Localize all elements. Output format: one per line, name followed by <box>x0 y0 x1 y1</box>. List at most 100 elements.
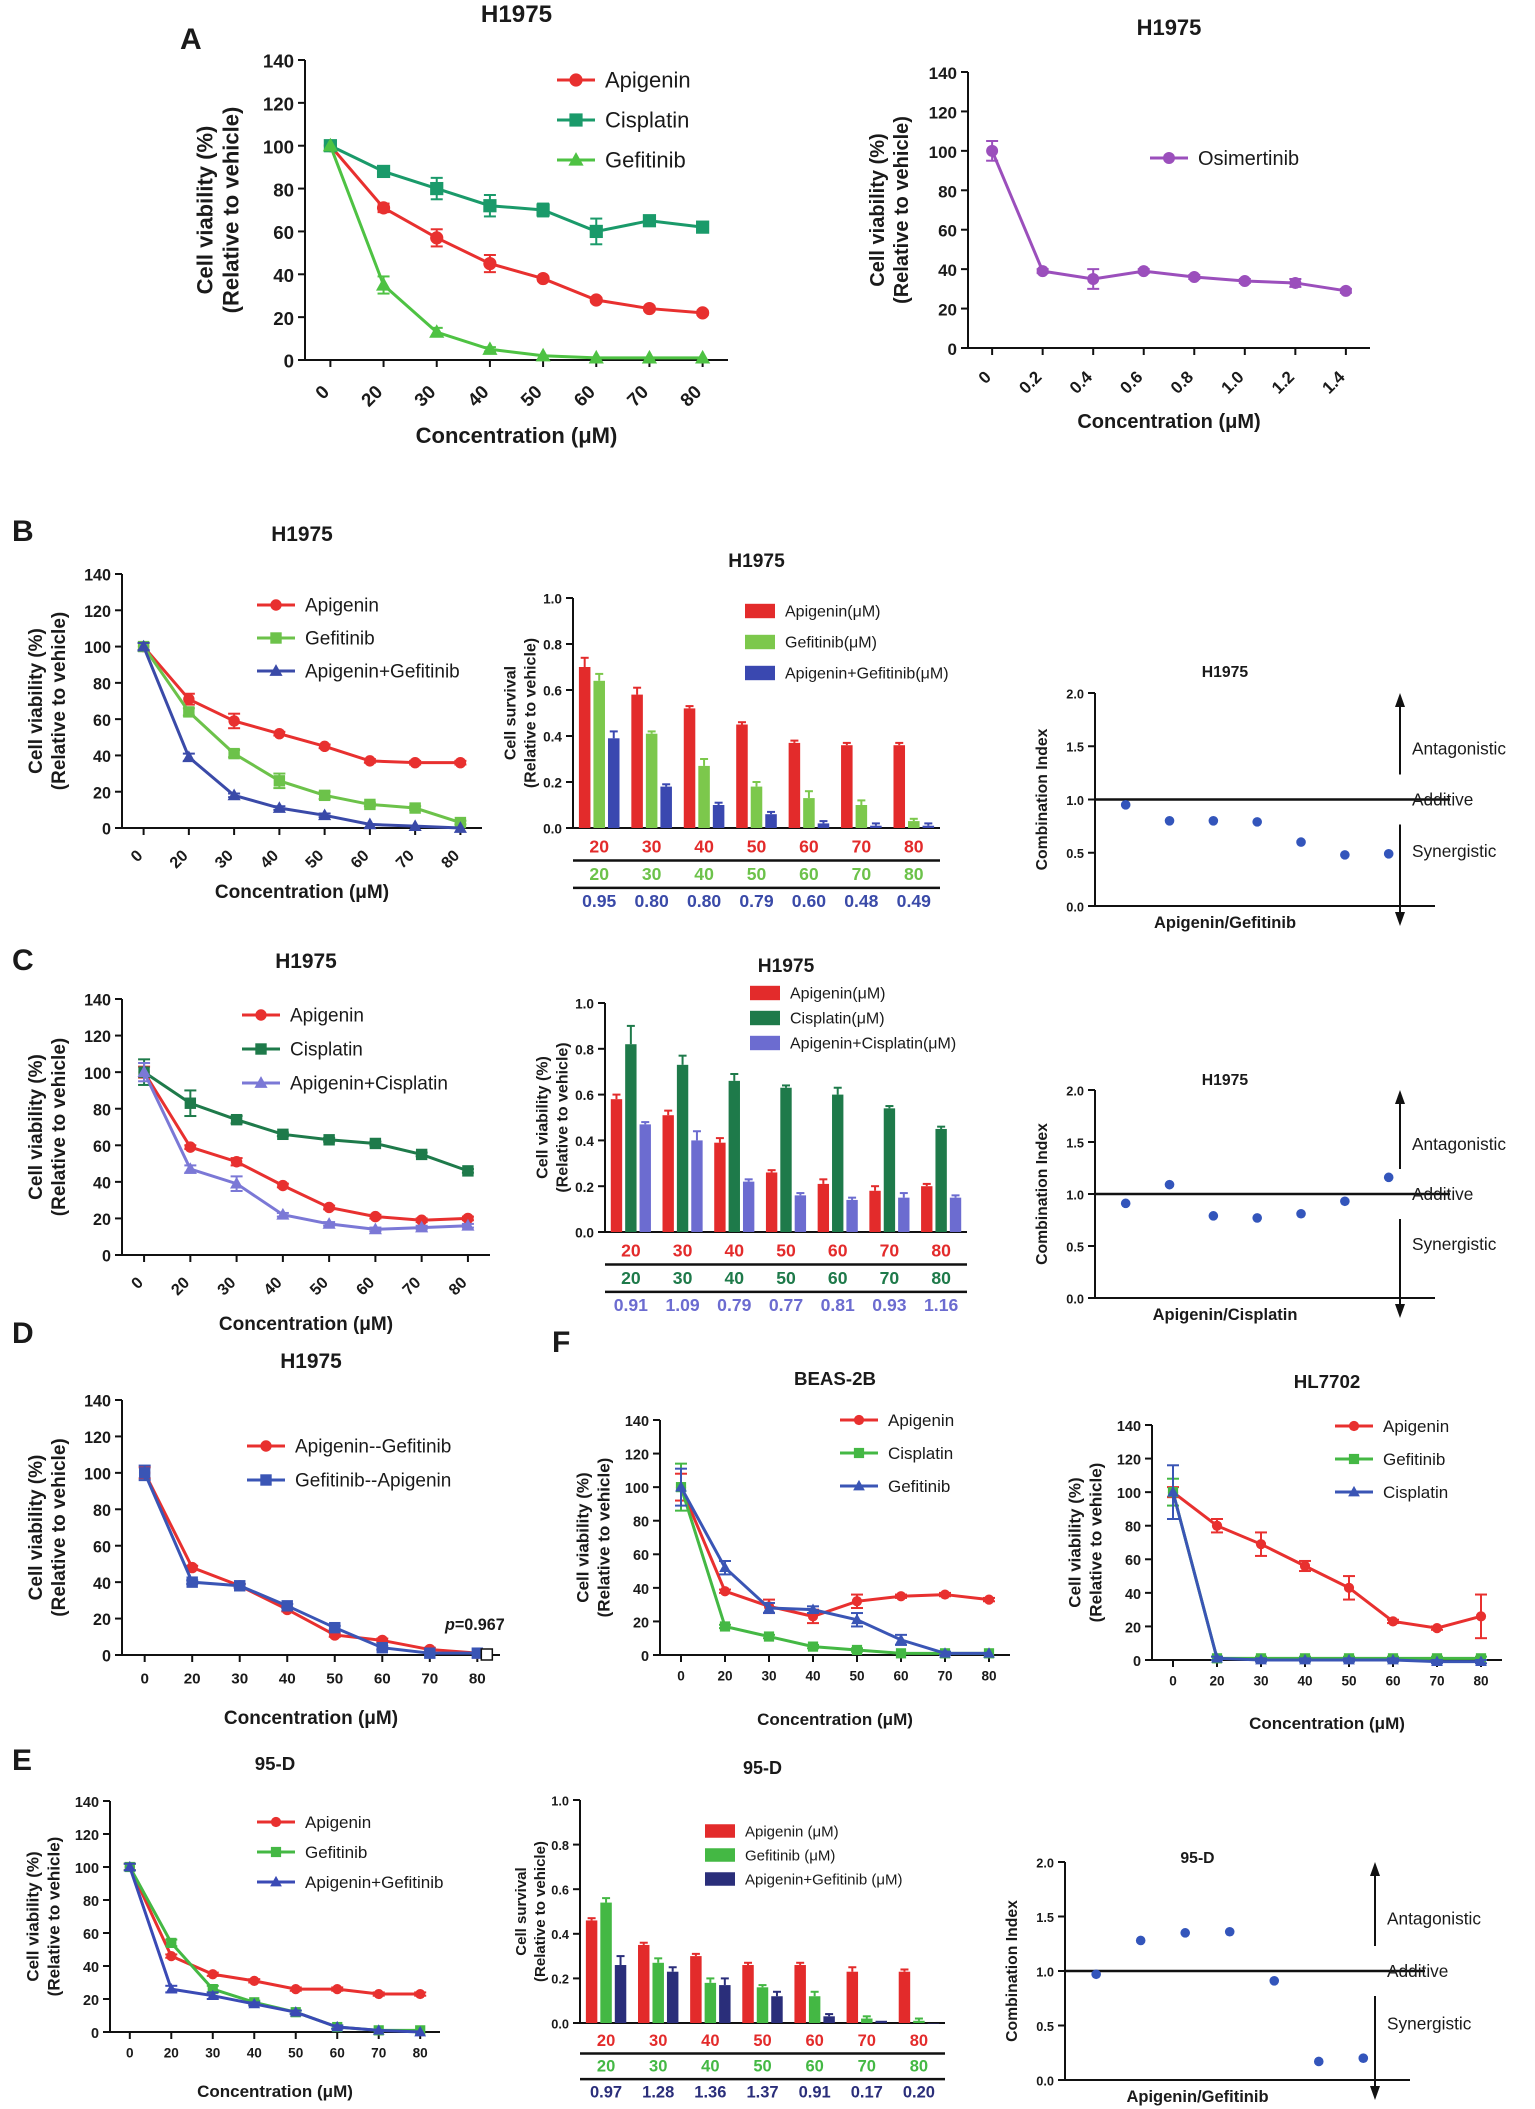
data-point <box>364 755 376 767</box>
bar <box>712 805 725 828</box>
bar <box>728 1080 740 1232</box>
legend-swatch <box>745 634 775 650</box>
series-gefitinib <box>137 640 467 829</box>
bar <box>607 738 620 828</box>
data-point <box>408 819 422 832</box>
data-point <box>166 1951 177 1962</box>
bar-series-gefitinib-m- <box>600 1897 925 2023</box>
dose-label: 70 <box>880 1241 900 1261</box>
y-tick-label: 40 <box>938 261 957 280</box>
x-tick-label: 80 <box>676 381 706 411</box>
y-tick-label: 20 <box>93 1211 111 1229</box>
bar-chart-e2: 95-D 0.0 0.2 0.4 0.6 0.8 1.0 Cell survival (Rela… <box>513 1758 945 2101</box>
legend-swatch <box>745 665 775 681</box>
x-tick-label: 20 <box>166 847 191 872</box>
bar <box>756 1987 769 2023</box>
chart-title: H1975 <box>481 1 552 28</box>
bar-series-apigenin-cisplatin-m- <box>639 1121 962 1232</box>
data-point <box>536 203 550 217</box>
legend-label: Osimertinib <box>1198 148 1299 170</box>
data-point <box>323 1134 335 1146</box>
data-point <box>415 1214 428 1226</box>
panel-label-d: D <box>12 1317 34 1350</box>
bar <box>817 823 830 828</box>
y-tick-label: 0.0 <box>1066 1291 1084 1306</box>
data-point <box>462 1212 474 1225</box>
y-tick-label: 100 <box>75 1861 99 1877</box>
data-point <box>482 341 498 355</box>
y-tick-label: 0 <box>102 821 111 839</box>
y-tick-label: 0.4 <box>575 1134 594 1149</box>
bar <box>714 1142 726 1232</box>
bar <box>788 742 801 828</box>
y-tick-label: 100 <box>625 1481 649 1497</box>
bar <box>662 1115 674 1232</box>
dose-label: 70 <box>858 2058 876 2076</box>
antagonistic-label: Antagonistic <box>1412 738 1506 758</box>
y-tick-label: 2.0 <box>1036 1855 1054 1870</box>
dose-label: 30 <box>649 2032 667 2050</box>
data-point <box>807 1603 819 1615</box>
data-point <box>430 181 444 196</box>
data-point <box>289 2006 302 2017</box>
data-point <box>276 1207 290 1220</box>
panel-label-a: A <box>180 23 202 56</box>
ci-value: 0.97 <box>590 2083 622 2101</box>
ci-value: 0.49 <box>897 891 931 911</box>
data-point <box>483 199 497 213</box>
data-point <box>277 1128 289 1141</box>
bar <box>921 1186 933 1232</box>
x-tick-label: 80 <box>981 1669 996 1684</box>
data-point <box>318 789 331 802</box>
data-point <box>1211 1520 1223 1531</box>
ci-value: 0.80 <box>635 891 669 911</box>
y-axis-label: Cell viability (%) <box>574 1472 593 1602</box>
dose-label: 60 <box>805 2032 823 2050</box>
chart-title: 95-D <box>1180 1850 1214 1867</box>
legend-marker <box>260 1474 272 1486</box>
data-point <box>462 1165 474 1177</box>
bar <box>841 745 853 828</box>
data-point <box>137 639 151 652</box>
series-cisplatin <box>138 1058 474 1177</box>
x-tick-label: 80 <box>445 1274 470 1299</box>
y-tick-label: 0.6 <box>543 684 562 699</box>
data-point <box>719 1621 731 1632</box>
y-tick-label: 120 <box>84 1028 111 1046</box>
x-axis-label: Concentration (μM) <box>197 2082 353 2101</box>
dose-label: 70 <box>880 1268 900 1288</box>
y-tick-label: 120 <box>929 103 957 122</box>
data-point <box>234 1580 246 1592</box>
y-tick-label: 0.0 <box>551 2016 569 2031</box>
y-tick-label: 40 <box>273 265 294 286</box>
data-point <box>1475 1655 1487 1667</box>
y-tick-label: 1.0 <box>1066 1187 1084 1202</box>
y-axis-label: (Relative to vehicle) <box>595 1458 614 1618</box>
y-tick-label: 20 <box>83 1993 99 2009</box>
chart-title: H1975 <box>280 1350 342 1373</box>
panel-label-c: C <box>12 944 34 977</box>
legend-marker <box>1348 1453 1360 1465</box>
chart-title: BEAS-2B <box>794 1368 876 1389</box>
ci-value: 0.60 <box>792 891 826 911</box>
line-chart-d1: H1975 0 20 40 60 80 100 120 140 0 20 30 40 50 60 70 80 Co… <box>26 1350 504 1729</box>
y-tick-label: 2.0 <box>1066 686 1084 701</box>
y-tick-label: 0.0 <box>1066 899 1084 914</box>
y-tick-label: 80 <box>93 1101 111 1119</box>
y-axis-label: (Relative to vehicle) <box>554 1042 571 1192</box>
y-tick-label: 60 <box>633 1548 649 1564</box>
y-tick-label: 20 <box>938 301 957 320</box>
y-axis-label: (Relative to vehicle) <box>45 1837 64 1997</box>
arrow-down-icon <box>1395 1304 1405 1318</box>
dose-label: 70 <box>852 864 872 884</box>
legend-label: Cisplatin(μM) <box>790 1011 885 1028</box>
bar <box>949 1197 962 1232</box>
p-value-annotation: p=0.967 <box>444 1616 505 1634</box>
ci-point <box>1120 800 1131 810</box>
x-tick-label: 20 <box>717 1669 732 1684</box>
y-tick-label: 1.5 <box>1036 1910 1054 1925</box>
ci-value: 0.81 <box>821 1295 855 1315</box>
dose-label: 70 <box>858 2032 876 2050</box>
bar <box>893 745 906 828</box>
data-point <box>372 2024 385 2035</box>
